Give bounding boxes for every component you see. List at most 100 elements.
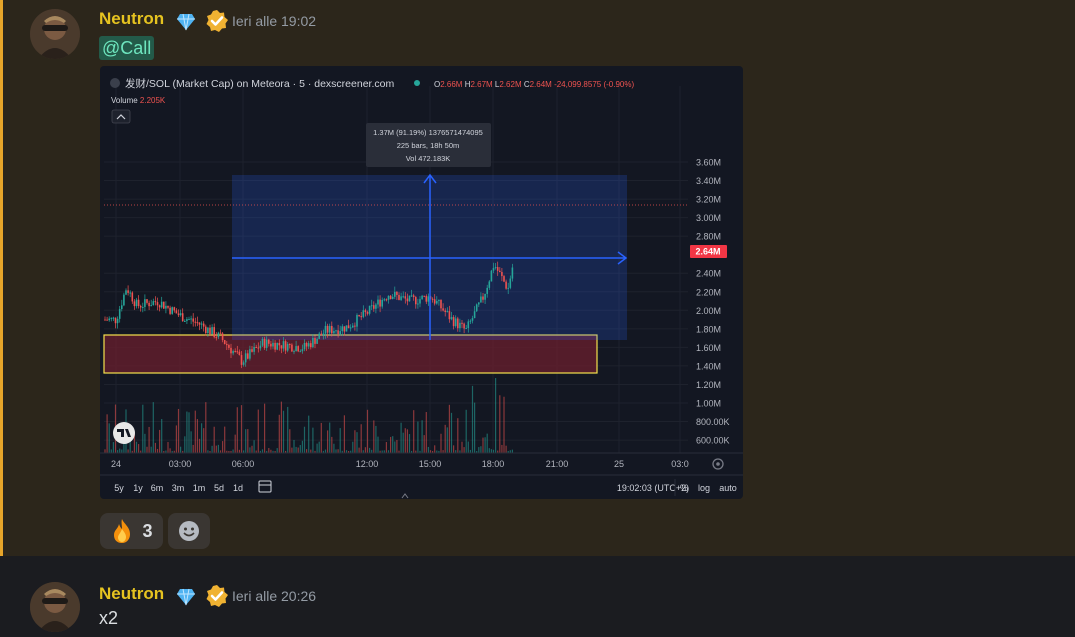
volume-bar (434, 445, 436, 453)
candle (377, 295, 379, 309)
scale-button[interactable]: log (698, 483, 710, 493)
volume-bar (417, 421, 419, 453)
volume-bar (138, 444, 140, 453)
scale-button[interactable]: % (680, 483, 688, 493)
candle (465, 325, 467, 330)
volume-bar (341, 450, 343, 453)
candle (452, 315, 455, 330)
candle (349, 324, 352, 332)
volume-bar (106, 414, 108, 453)
author-name[interactable]: Neutron (99, 584, 165, 603)
candle (431, 297, 434, 303)
volume-bar (459, 450, 461, 453)
volume-bar (327, 430, 329, 453)
fire-emoji (114, 519, 131, 543)
author-name[interactable]: Neutron (99, 9, 165, 28)
range-button-1d[interactable]: 1d (233, 483, 243, 493)
candle (362, 305, 365, 319)
candle (106, 316, 108, 321)
candle (171, 306, 173, 315)
candle (284, 339, 287, 355)
message-highlighted[interactable]: Neutron Ieri alle 19:02 @Call 1.37M (91.… (0, 0, 1075, 556)
volume-bar (345, 450, 348, 453)
range-button-5d[interactable]: 5d (214, 483, 224, 493)
current-price-label: 2.64M (690, 244, 727, 258)
svg-text:2.64M: 2.64M (695, 246, 720, 256)
volume-bar (350, 450, 352, 453)
candle (150, 299, 152, 307)
candle (268, 338, 270, 347)
candle (337, 324, 339, 338)
candle (499, 267, 501, 273)
range-button-1y[interactable]: 1y (133, 483, 143, 493)
candle (165, 301, 167, 314)
add-reaction-button[interactable] (168, 513, 210, 549)
volume-bar (131, 450, 133, 453)
candle (213, 323, 215, 339)
price-tick: 800.00K (696, 417, 730, 427)
candle (341, 324, 344, 336)
volume-bar (432, 450, 434, 453)
candle (438, 299, 440, 306)
candle (247, 350, 249, 360)
range-button-1m[interactable]: 1m (193, 483, 206, 493)
candle (257, 342, 260, 353)
avatar[interactable] (30, 582, 80, 632)
timestamp[interactable]: Ieri alle 20:26 (232, 588, 317, 604)
candle (316, 337, 318, 344)
reaction-fire[interactable]: 3 (100, 513, 163, 549)
candle (410, 289, 413, 298)
candle (144, 294, 146, 312)
volume-bar (297, 447, 299, 453)
volume-bar (509, 450, 511, 453)
volume-bar (337, 449, 339, 453)
avatar[interactable] (30, 9, 80, 59)
volume-bar (387, 450, 390, 453)
time-tick: 24 (111, 459, 121, 469)
candles (104, 261, 514, 369)
volume-bar (234, 434, 236, 453)
candle (318, 331, 320, 340)
scale-button[interactable]: auto (719, 483, 737, 493)
timestamp[interactable]: Ieri alle 19:02 (232, 13, 317, 29)
volume-bar (446, 427, 448, 453)
volume-bar (419, 450, 421, 453)
candle (251, 346, 253, 353)
user-mention[interactable]: @Call (99, 36, 155, 60)
candle (375, 302, 377, 314)
volume-bar (127, 449, 129, 453)
candle (236, 345, 239, 354)
candle (412, 293, 415, 301)
chart-image[interactable]: 1.37M (91.19%) 1376571474095 225 bars, 1… (100, 66, 743, 499)
volume-bar (495, 378, 497, 453)
candle (146, 299, 148, 305)
candle (186, 317, 188, 324)
ohlc-values: O2.66M H2.67M L2.62M C2.64M -24,099.8575… (434, 80, 634, 89)
candle (307, 340, 310, 350)
volume-bar (135, 441, 138, 453)
volume-bar (182, 450, 184, 453)
volume-bar (188, 412, 190, 453)
candle (228, 343, 230, 351)
range-button-5y[interactable]: 5y (114, 483, 124, 493)
candle (486, 284, 488, 298)
volume-bar (171, 451, 173, 453)
candle (131, 291, 134, 304)
volume-bar (148, 426, 150, 453)
candle (192, 313, 194, 327)
volume-bar (396, 440, 398, 453)
price-tick: 2.20M (696, 287, 721, 297)
volume-bar (159, 429, 161, 453)
volume-bar (266, 450, 268, 453)
range-button-3m[interactable]: 3m (172, 483, 185, 493)
candle (184, 319, 186, 322)
chart-clock: 19:02:03 (UTC+2) (617, 483, 689, 493)
volume-bar (287, 406, 289, 453)
tradingview-logo-icon (113, 422, 135, 444)
range-button-6m[interactable]: 6m (151, 483, 164, 493)
volume-bar (207, 450, 209, 453)
candle (326, 323, 329, 338)
candle (400, 292, 402, 302)
volume-bar (333, 443, 335, 453)
candle (123, 292, 125, 307)
